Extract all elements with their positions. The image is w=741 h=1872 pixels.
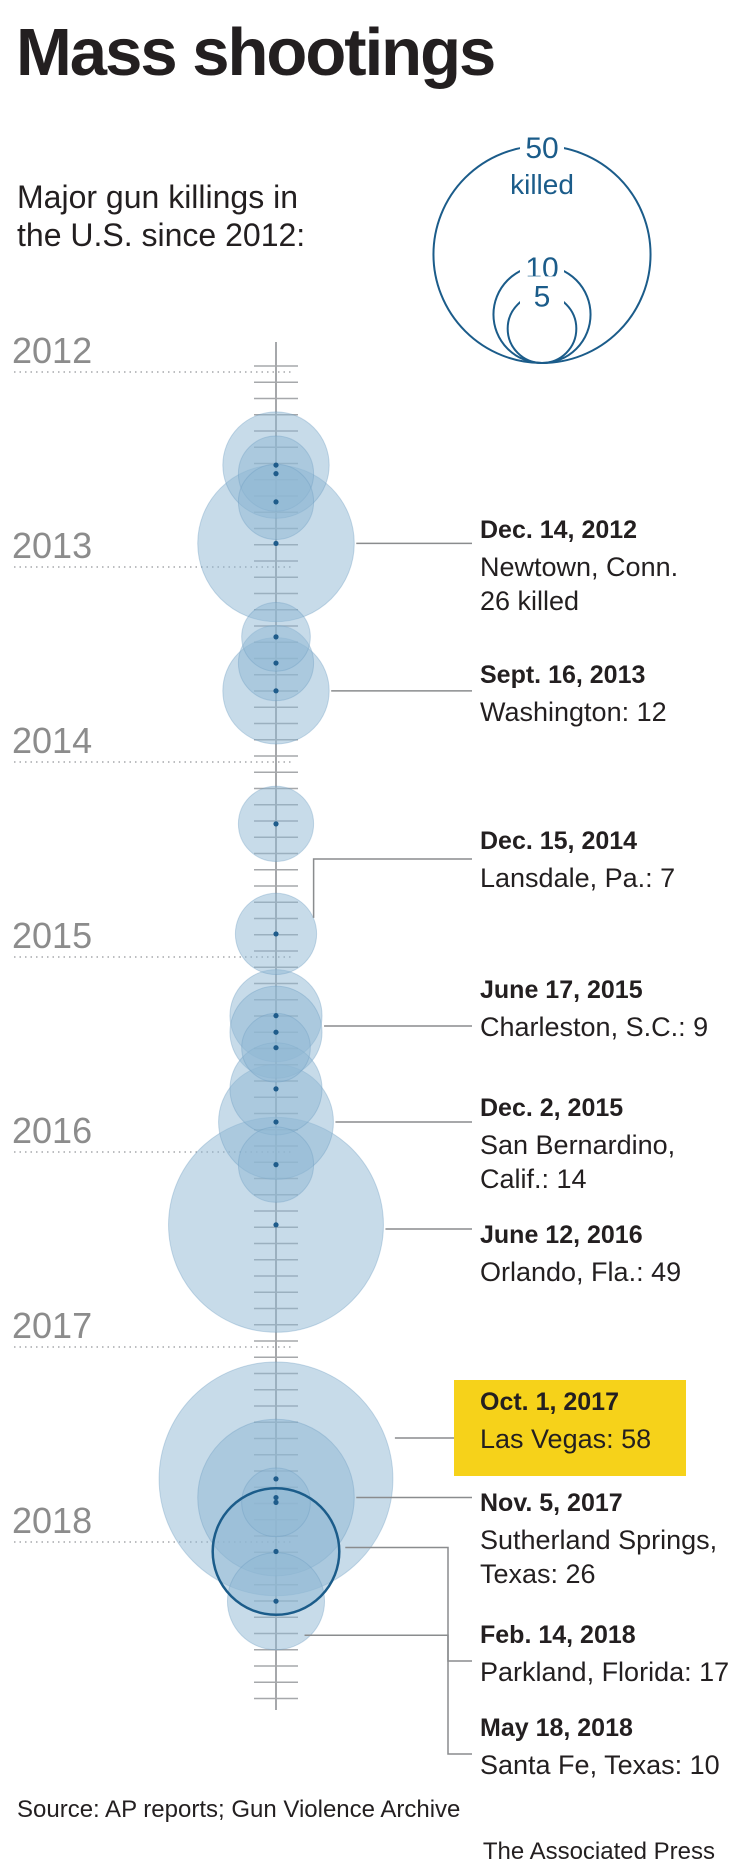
event-dot-2012-08-05 <box>273 471 279 477</box>
event-dot-2017-11-14 <box>273 1499 279 1505</box>
event-date-label: Dec. 2, 2015 <box>480 1094 623 1122</box>
event-date-label: Feb. 14, 2018 <box>480 1621 636 1649</box>
title-text: Mass shootings <box>16 15 496 90</box>
event-place-label: Las Vegas: 58 <box>480 1424 651 1454</box>
event-place-label: Charleston, S.C.: 9 <box>480 1012 708 1042</box>
legend-label-5: 5 <box>534 280 551 313</box>
year-label-2012: 2012 <box>12 330 92 371</box>
legend-label-bg-10 <box>520 247 564 282</box>
event-dot-2017-10-01 <box>273 1476 279 1482</box>
leader-line-2018-05-18 <box>304 1634 472 1755</box>
event-dot-2018-05-18 <box>273 1598 279 1604</box>
credit-line: The Associated Press <box>482 1838 715 1865</box>
leader-line-2014-12-15 <box>312 858 472 918</box>
event-place-label: Parkland, Florida: 17 <box>480 1657 729 1687</box>
event-place-label: Santa Fe, Texas: 10 <box>480 1750 720 1780</box>
event-dot-2018-02-14 <box>273 1548 279 1555</box>
event-dot-2017-11-05 <box>273 1494 279 1501</box>
event-dot-2016-02-20 <box>273 1162 279 1168</box>
event-date-label: Dec. 15, 2014 <box>480 827 637 855</box>
event-dot-2012-12-14 <box>273 540 279 547</box>
page-title: Mass shootings <box>16 15 496 90</box>
event-dot-2015-06-17 <box>273 1029 279 1035</box>
event-dot-2015-07-16 <box>273 1045 279 1051</box>
event-count-label: 26 killed <box>480 586 579 616</box>
event-place-label-2: Calif.: 14 <box>480 1164 587 1194</box>
event-dot-2014-05-23 <box>273 821 279 827</box>
year-label-2013: 2013 <box>12 525 92 566</box>
event-place-label: Newtown, Conn. <box>480 552 678 582</box>
event-dot-2013-09-16 <box>273 688 279 694</box>
event-dot-2014-12-15 <box>273 931 279 937</box>
source-note: Source: AP reports; Gun Violence Archive <box>17 1796 461 1823</box>
event-dot-2015-05-17 <box>273 1013 279 1019</box>
event-date-label: Dec. 14, 2012 <box>480 516 637 544</box>
event-dot-2015-10-01 <box>273 1086 279 1092</box>
page-subtitle: Major gun killings in the U.S. since 201… <box>17 179 306 253</box>
legend-label-50: 50 <box>525 132 558 165</box>
highlight-box <box>454 1380 686 1476</box>
event-dot-2013-07-26 <box>273 660 279 666</box>
event-dot-2015-12-02 <box>273 1119 279 1125</box>
bubble-outline-2018-02-14 <box>211 1486 341 1617</box>
leader-line-2018-02-14 <box>345 1546 472 1662</box>
event-dot-2016-06-12 <box>273 1222 279 1228</box>
year-label-2016: 2016 <box>12 1110 92 1151</box>
event-place-label: Sutherland Springs, <box>480 1525 717 1555</box>
event-place-label: Lansdale, Pa.: 7 <box>480 863 675 893</box>
legend-label-bg-50 <box>520 127 564 162</box>
year-label-2018: 2018 <box>12 1500 92 1541</box>
event-date-label: May 18, 2018 <box>480 1714 633 1742</box>
event-place-label: Orlando, Fla.: 49 <box>480 1257 681 1287</box>
event-date-label: June 17, 2015 <box>480 976 643 1004</box>
event-place-label: Washington: 12 <box>480 697 667 727</box>
year-label-2017: 2017 <box>12 1305 92 1346</box>
event-dot-2013-06-07 <box>273 634 279 640</box>
event-date-label: June 12, 2016 <box>480 1221 643 1249</box>
event-date-label: Nov. 5, 2017 <box>480 1489 623 1517</box>
event-date-label: Oct. 1, 2017 <box>480 1388 619 1416</box>
year-label-2014: 2014 <box>12 720 92 761</box>
event-place-label: San Bernardino, <box>480 1130 675 1160</box>
year-label-2015: 2015 <box>12 915 92 956</box>
event-dot-2012-09-27 <box>273 499 279 505</box>
legend-sublabel: killed <box>510 169 574 200</box>
event-place-label-2: Texas: 26 <box>480 1559 596 1589</box>
event-date-label: Sept. 16, 2013 <box>480 661 645 689</box>
event-dot-2012-07-20 <box>273 462 279 468</box>
legend-label-bg-5 <box>520 276 564 311</box>
